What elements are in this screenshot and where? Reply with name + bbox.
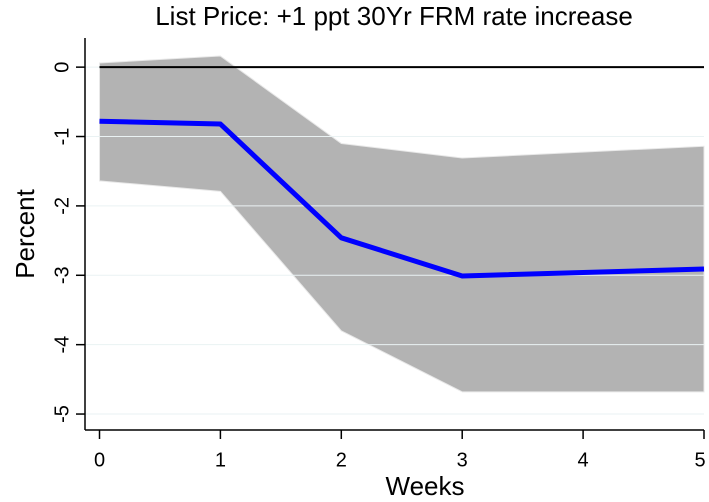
chart-title: List Price: +1 ppt 30Yr FRM rate increas… [155,1,633,31]
x-tick-label: 0 [94,449,105,471]
x-tick-label: 2 [336,449,347,471]
line [99,118,705,279]
x-tick-label: 1 [215,449,226,471]
y-tick-label: -3 [51,266,73,284]
y-tick-label: -2 [51,197,73,215]
x-tick-label: 5 [694,449,705,471]
confidence-band [99,55,705,393]
y-axis-label: Percent [10,188,40,278]
x-tick-label: 4 [578,449,589,471]
x-axis-label: Weeks [386,471,465,501]
y-tick-label: -1 [51,128,73,146]
x-tick-label: 3 [457,449,468,471]
y-tick-label: -4 [51,336,73,354]
y-tick-label: -5 [51,405,73,423]
y-tick-label: 0 [51,62,73,73]
